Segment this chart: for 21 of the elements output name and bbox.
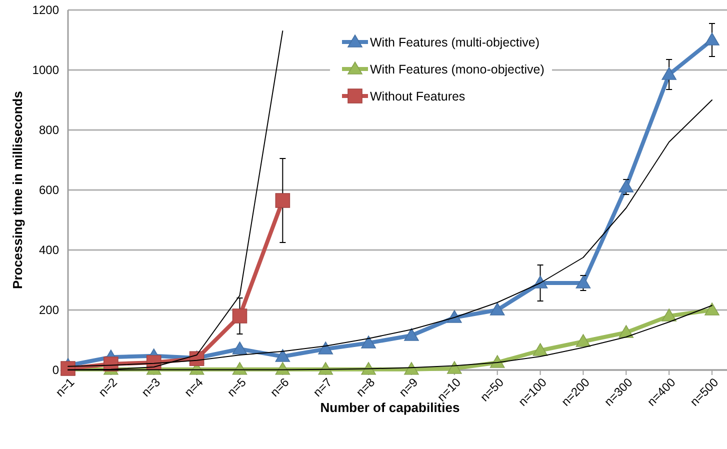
y-tick-label: 800 bbox=[38, 123, 60, 138]
x-tick-label: n=8 bbox=[353, 374, 378, 400]
y-tick-label: 400 bbox=[38, 243, 60, 258]
y-axis-title: Processing time in milliseconds bbox=[10, 91, 25, 289]
x-axis-title: Number of capabilities bbox=[320, 400, 460, 415]
legend-label: With Features (mono-objective) bbox=[370, 62, 544, 76]
x-tick-label: n=5 bbox=[224, 374, 250, 400]
x-tick-label: n=3 bbox=[138, 374, 164, 400]
legend-label: With Features (multi-objective) bbox=[370, 35, 540, 50]
x-tick-label: n=4 bbox=[182, 374, 206, 400]
legend-label: Without Features bbox=[370, 89, 466, 104]
y-tick-label: 200 bbox=[38, 303, 60, 318]
x-tick-label: n=6 bbox=[267, 374, 292, 400]
y-tick-label: 1200 bbox=[32, 3, 60, 18]
x-tick-label: n=1 bbox=[52, 374, 78, 400]
x-tick-label: n=2 bbox=[96, 374, 120, 400]
x-tick-label: n=7 bbox=[310, 374, 335, 400]
x-tick-label: n=9 bbox=[396, 374, 421, 400]
y-tick-label: 600 bbox=[38, 183, 60, 198]
y-tick-label: 0 bbox=[52, 363, 60, 378]
y-tick-label: 1000 bbox=[32, 63, 60, 78]
